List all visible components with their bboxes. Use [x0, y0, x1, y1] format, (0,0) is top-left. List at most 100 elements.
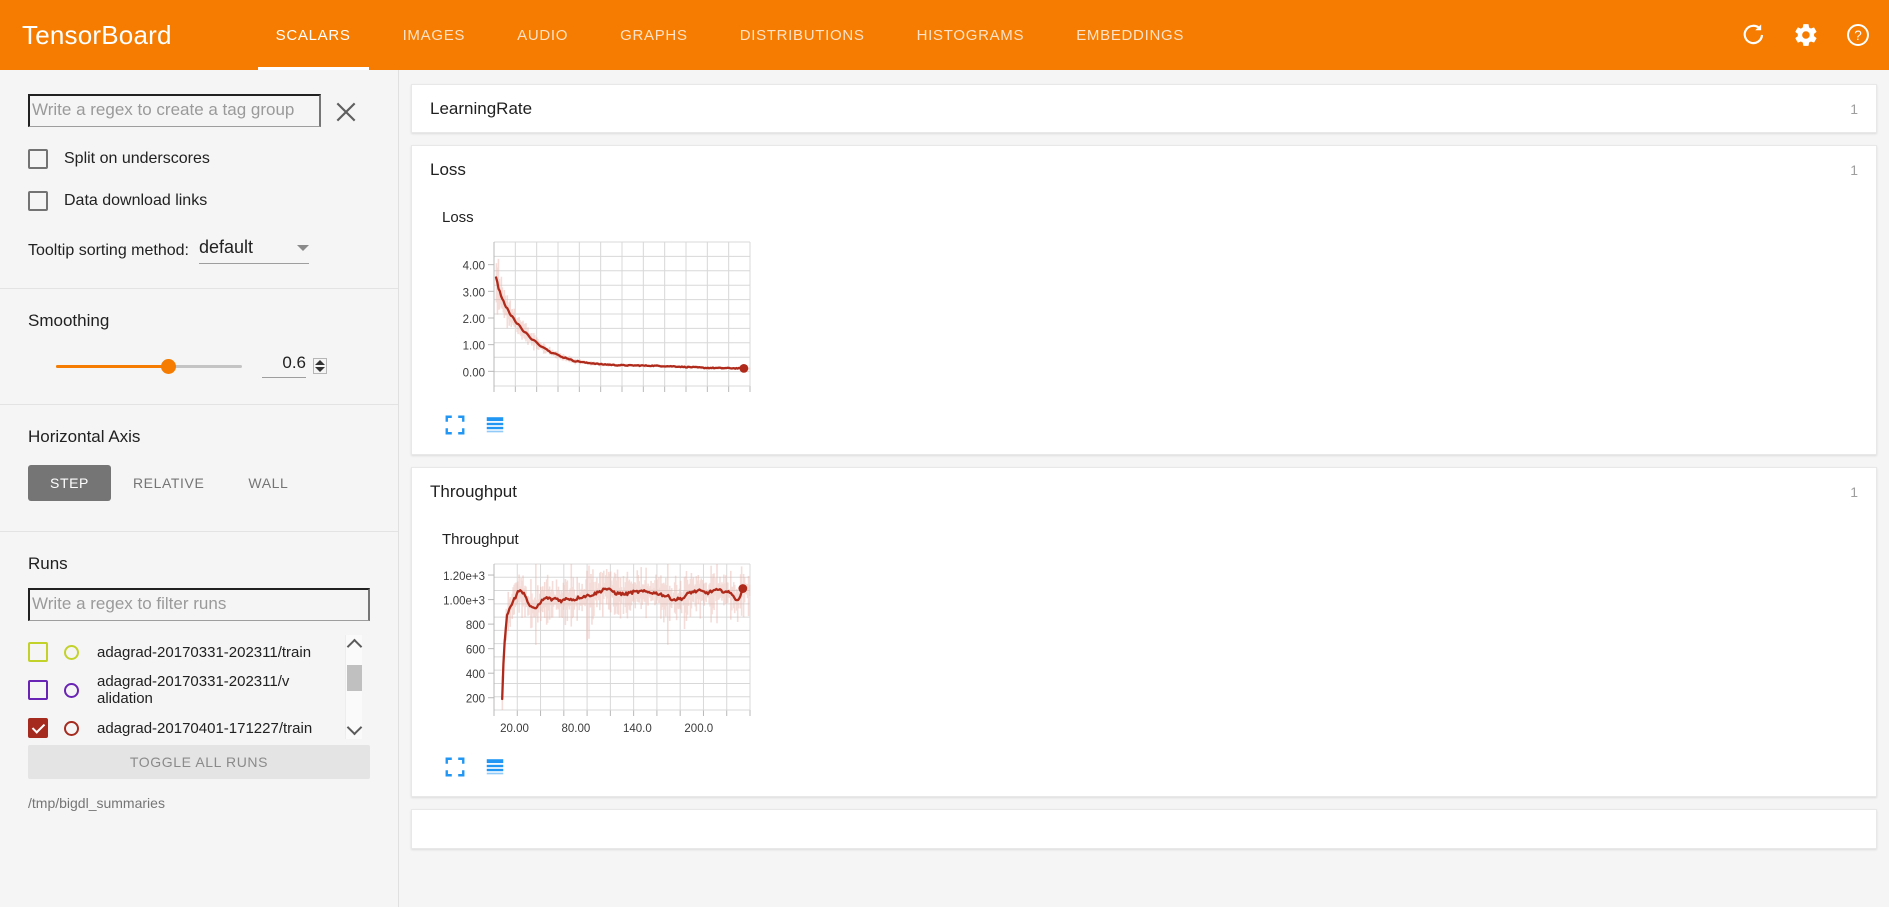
svg-text:3.00: 3.00	[463, 287, 485, 299]
split-underscores-label: Split on underscores	[64, 150, 210, 167]
data-series-icon[interactable]	[484, 756, 506, 778]
divider	[0, 531, 398, 532]
svg-text:80.00: 80.00	[562, 723, 591, 735]
tab-audio[interactable]: AUDIO	[517, 26, 569, 44]
card-header[interactable]: LearningRate 1	[412, 85, 1876, 132]
toggle-all-runs-button[interactable]: TOGGLE ALL RUNS	[28, 745, 370, 779]
app-title: TensorBoard	[22, 19, 172, 50]
stepper-down-icon[interactable]	[315, 366, 325, 372]
tab-histograms[interactable]: HISTOGRAMS	[916, 26, 1025, 44]
svg-text:1.20e+3: 1.20e+3	[443, 571, 485, 583]
svg-text:0.00: 0.00	[463, 367, 485, 379]
chart-throughput[interactable]: 200 400 600 800 1.00e+3 1.20e+3 20.00 80.00 140.…	[412, 548, 1876, 746]
svg-text:20.00: 20.00	[500, 723, 529, 735]
smoothing-value: 0.6	[282, 353, 306, 372]
card-count: 1	[1850, 483, 1858, 500]
svg-text:400: 400	[466, 669, 485, 681]
card-title: Throughput	[430, 481, 517, 501]
card-body: Throughput 200 400 600 800 1.00e+3 1.20e+3 20.…	[412, 515, 1876, 796]
svg-text:?: ?	[1854, 28, 1862, 43]
svg-text:2.00: 2.00	[463, 314, 485, 326]
gear-icon[interactable]	[1793, 22, 1819, 48]
tag-group-input[interactable]	[28, 94, 321, 127]
data-download-links-row[interactable]: Data download links	[28, 191, 370, 211]
tooltip-sorting-select[interactable]: default	[198, 237, 309, 264]
run-checkbox[interactable]	[28, 680, 48, 700]
smoothing-stepper[interactable]	[313, 357, 327, 374]
tab-scalars[interactable]: SCALARS	[250, 0, 377, 70]
close-icon[interactable]	[333, 99, 359, 125]
divider	[0, 404, 398, 405]
run-color-swatch	[64, 644, 79, 660]
card-header[interactable]: Loss 1	[412, 146, 1876, 193]
tab-distributions[interactable]: DISTRIBUTIONS	[739, 26, 865, 44]
card-header[interactable]	[412, 810, 1876, 857]
refresh-icon[interactable]	[1741, 22, 1767, 48]
smoothing-section: Smoothing 0.6	[0, 289, 398, 404]
tag-group-row	[28, 70, 370, 127]
horizontal-axis-section: Horizontal Axis STEP RELATIVE WALL	[0, 405, 398, 531]
chart-tools	[412, 404, 1876, 436]
data-series-icon[interactable]	[484, 414, 506, 436]
run-checkbox[interactable]	[28, 718, 48, 738]
tooltip-sorting-label: Tooltip sorting method:	[28, 242, 189, 259]
card-learningrate: LearningRate 1	[411, 84, 1877, 133]
smoothing-value-field[interactable]: 0.6	[262, 353, 306, 378]
runs-filter-input[interactable]	[28, 588, 370, 621]
svg-text:1.00e+3: 1.00e+3	[443, 596, 485, 608]
chart-tools	[412, 746, 1876, 778]
slider-knob[interactable]	[160, 358, 176, 374]
smoothing-slider[interactable]	[56, 356, 242, 376]
run-color-swatch	[64, 682, 79, 698]
split-underscores-checkbox[interactable]	[28, 149, 48, 169]
svg-text:200: 200	[466, 694, 485, 706]
haxis-option-relative[interactable]: RELATIVE	[132, 475, 205, 491]
run-item[interactable]: adagrad-20170331-202311/train	[28, 635, 370, 669]
scrollbar-thumb[interactable]	[347, 665, 362, 691]
card-count: 1	[1850, 100, 1858, 117]
svg-text:1.00: 1.00	[463, 341, 485, 353]
horizontal-axis-options: STEP RELATIVE WALL	[28, 465, 370, 531]
tag-group-section: Split on underscores Data download links…	[0, 70, 398, 288]
run-label: adagrad-20170331-202311/validation	[97, 673, 290, 707]
card-next-partial	[411, 809, 1877, 849]
svg-text:140.0: 140.0	[623, 723, 652, 735]
chevron-down-icon	[296, 245, 309, 251]
tab-graphs[interactable]: GRAPHS	[620, 26, 688, 44]
main-nav-tabs: SCALARS IMAGES AUDIO GRAPHS DISTRIBUTION…	[250, 0, 1210, 70]
split-underscores-row[interactable]: Split on underscores	[28, 149, 370, 169]
chart-loss[interactable]: 0.00 1.00 2.00 3.00 4.00	[412, 226, 1876, 404]
card-throughput: Throughput 1 Throughput 200 400 600 800 1.00…	[411, 467, 1877, 797]
header-actions: ?	[1741, 0, 1871, 70]
horizontal-axis-title: Horizontal Axis	[28, 427, 141, 446]
svg-text:200.0: 200.0	[684, 723, 713, 735]
help-icon[interactable]: ?	[1845, 22, 1871, 48]
app-header: TensorBoard SCALARS IMAGES AUDIO GRAPHS …	[0, 0, 1889, 70]
haxis-option-wall[interactable]: WALL	[248, 475, 289, 491]
data-download-links-checkbox[interactable]	[28, 191, 48, 211]
haxis-option-step[interactable]: STEP	[28, 465, 111, 501]
runs-scrollbar[interactable]	[345, 635, 363, 739]
tab-embeddings[interactable]: EMBEDDINGS	[1076, 26, 1185, 44]
tab-images[interactable]: IMAGES	[402, 26, 466, 44]
logdir-path: /tmp/bigdl_summaries	[28, 795, 165, 811]
fit-domain-icon[interactable]	[444, 756, 466, 778]
tooltip-sorting-value: default	[198, 237, 254, 257]
card-title: Loss	[430, 159, 466, 179]
run-color-swatch	[64, 720, 79, 736]
svg-text:800: 800	[466, 620, 485, 632]
run-checkbox[interactable]	[28, 642, 48, 662]
runs-title: Runs	[28, 554, 68, 573]
chart-title-throughput: Throughput	[442, 531, 519, 548]
run-item[interactable]: adagrad-20170331-202311/validation	[28, 669, 370, 711]
scroll-up-icon[interactable]	[346, 638, 363, 655]
sidebar: Split on underscores Data download links…	[0, 70, 399, 907]
run-item[interactable]: adagrad-20170401-171227/train	[28, 711, 370, 739]
stepper-up-icon[interactable]	[315, 359, 325, 365]
scroll-down-icon[interactable]	[346, 719, 363, 736]
fit-domain-icon[interactable]	[444, 414, 466, 436]
main-panel: LearningRate 1 Loss 1 Loss 0.00 1.00 2.00 3…	[399, 70, 1889, 907]
smoothing-row: 0.6	[28, 353, 370, 404]
card-header[interactable]: Throughput 1	[412, 468, 1876, 515]
